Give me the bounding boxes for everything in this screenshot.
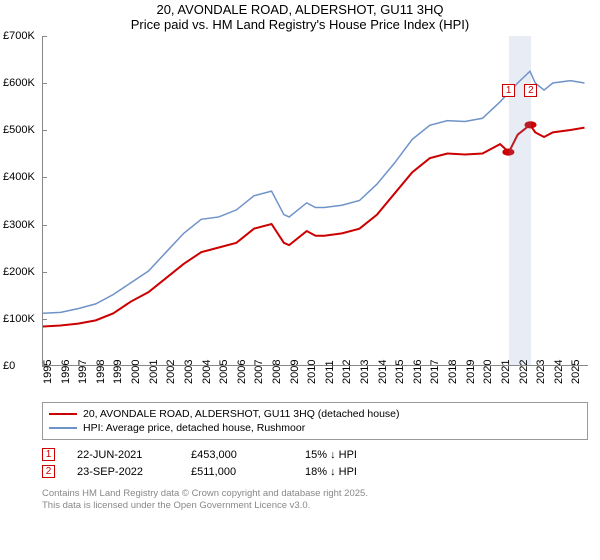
y-tick-label: £200K — [3, 266, 35, 278]
footer-line2: This data is licensed under the Open Gov… — [42, 500, 588, 512]
sales-table: 1 22-JUN-2021 £453,000 15% ↓ HPI 2 23-SE… — [42, 446, 588, 480]
sale-marker-icon: 1 — [42, 448, 55, 461]
y-tick-mark — [42, 177, 47, 178]
y-tick-mark — [42, 319, 47, 320]
chart-area: 12 £0£100K£200K£300K£400K£500K£600K£700K… — [6, 36, 588, 396]
legend-swatch — [49, 427, 77, 429]
title-line2: Price paid vs. HM Land Registry's House … — [0, 17, 600, 32]
footer: Contains HM Land Registry data © Crown c… — [42, 488, 588, 513]
y-tick-label: £600K — [3, 77, 35, 89]
sale-marker-icon: 2 — [42, 465, 55, 478]
legend-label: HPI: Average price, detached house, Rush… — [83, 422, 305, 434]
footer-line1: Contains HM Land Registry data © Crown c… — [42, 488, 588, 500]
legend-item: HPI: Average price, detached house, Rush… — [49, 421, 581, 435]
y-tick-mark — [42, 36, 47, 37]
sale-delta: 18% ↓ HPI — [305, 466, 397, 478]
sale-date: 22-JUN-2021 — [77, 449, 169, 461]
y-tick-label: £500K — [3, 124, 35, 136]
y-tick-mark — [42, 130, 47, 131]
series-hpi — [43, 71, 584, 313]
y-tick-mark — [42, 83, 47, 84]
legend-item: 20, AVONDALE ROAD, ALDERSHOT, GU11 3HQ (… — [49, 407, 581, 421]
plot-region: 12 — [42, 36, 588, 366]
y-tick-mark — [42, 272, 47, 273]
legend: 20, AVONDALE ROAD, ALDERSHOT, GU11 3HQ (… — [42, 402, 588, 440]
sale-price: £453,000 — [191, 449, 283, 461]
sale-marker: 2 — [524, 84, 537, 97]
table-row: 2 23-SEP-2022 £511,000 18% ↓ HPI — [42, 463, 588, 480]
y-tick-label: £100K — [3, 313, 35, 325]
sale-price: £511,000 — [191, 466, 283, 478]
series-price_paid — [43, 125, 584, 327]
chart-title: 20, AVONDALE ROAD, ALDERSHOT, GU11 3HQ P… — [0, 0, 600, 36]
title-line1: 20, AVONDALE ROAD, ALDERSHOT, GU11 3HQ — [0, 2, 600, 17]
sale-date: 23-SEP-2022 — [77, 466, 169, 478]
sale-delta: 15% ↓ HPI — [305, 449, 397, 461]
y-tick-label: £400K — [3, 171, 35, 183]
y-tick-label: £0 — [3, 360, 15, 372]
y-tick-mark — [42, 225, 47, 226]
x-tick-label: 2025 — [570, 360, 596, 384]
sale-marker: 1 — [502, 84, 515, 97]
y-tick-label: £700K — [3, 30, 35, 42]
legend-swatch — [49, 413, 77, 415]
legend-label: 20, AVONDALE ROAD, ALDERSHOT, GU11 3HQ (… — [83, 408, 400, 420]
table-row: 1 22-JUN-2021 £453,000 15% ↓ HPI — [42, 446, 588, 463]
y-tick-label: £300K — [3, 219, 35, 231]
